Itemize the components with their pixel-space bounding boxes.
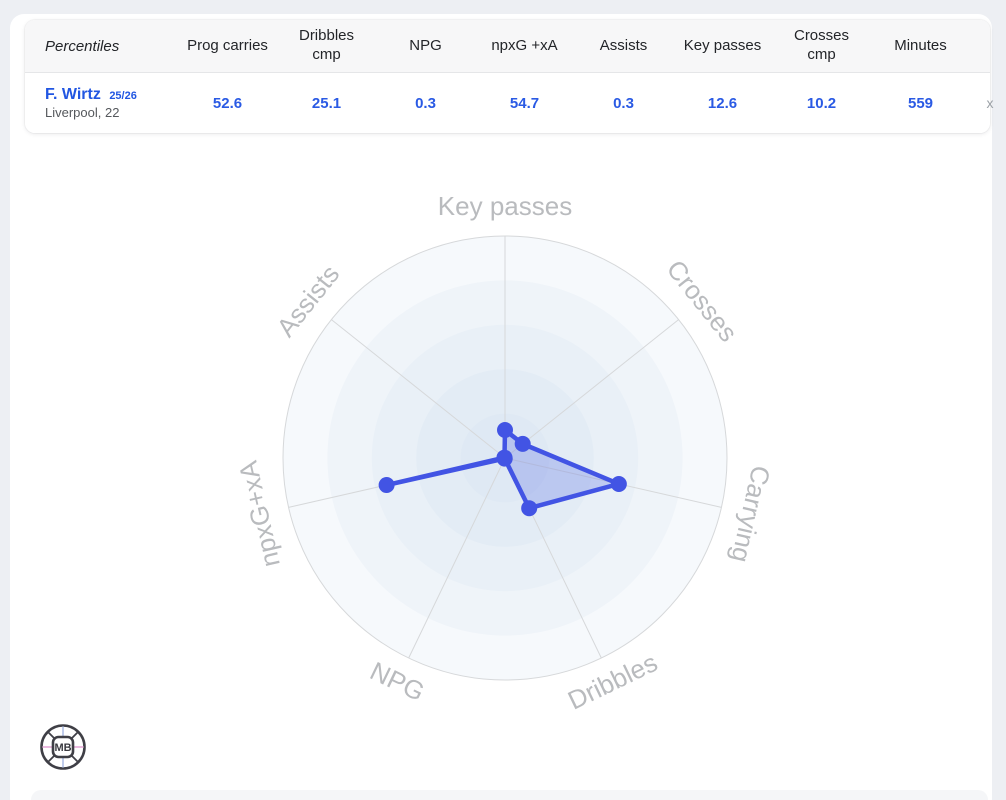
column-header: npxG +xA — [491, 36, 558, 54]
close-cell: x — [970, 92, 1006, 114]
column-header: Crosses cmp — [793, 27, 849, 63]
logo-square — [51, 735, 75, 759]
player-name-link[interactable]: F. Wirtz — [45, 85, 101, 103]
radar-spoke — [331, 319, 506, 459]
logo-diagonal — [47, 754, 56, 763]
stat-value: 52.6 — [212, 94, 243, 112]
player-season-label: 25/26 — [109, 89, 137, 102]
remove-player-button[interactable]: x — [986, 95, 994, 111]
radar-vertex-dot — [378, 477, 395, 494]
percentiles-table: Percentiles Prog carries Dribbles cmp NPG n… — [25, 20, 994, 133]
percentiles-header-label: Percentiles — [45, 37, 120, 55]
stat-value: 0.3 — [613, 94, 634, 112]
radar-vertex-dot — [514, 435, 531, 452]
stat-value: 54.7 — [509, 94, 540, 112]
logo-diagonal — [70, 731, 79, 740]
radar-spoke — [504, 319, 679, 459]
stat-value: 559 — [907, 94, 934, 112]
radar-series-polygon — [384, 427, 622, 511]
column-header: Key passes — [683, 36, 762, 54]
player-name-line: F. Wirtz 25/26 — [45, 86, 178, 104]
radar-vertex-dot — [496, 449, 513, 466]
stat-value: 25.1 — [311, 94, 342, 112]
player-cell[interactable]: F. Wirtz 25/26 Liverpool, 22 — [25, 86, 178, 121]
column-header: Minutes — [894, 36, 947, 54]
stat-value: 10.2 — [806, 94, 837, 112]
table-header-row: Percentiles Prog carries Dribbles cmp NPG n… — [25, 20, 990, 73]
column-header: Assists — [599, 36, 648, 54]
table-row: F. Wirtz 25/26 Liverpool, 22 52.6 25.1 0.3… — [25, 73, 994, 133]
mb-logo: MB — [40, 724, 86, 770]
logo-initials: MB — [54, 742, 71, 754]
logo-diagonal — [47, 731, 56, 740]
radar-spoke — [408, 457, 506, 659]
next-card-top-edge — [31, 790, 988, 800]
logo-diagonal — [70, 754, 79, 763]
column-header: NPG — [409, 36, 442, 54]
column-header: Prog carries — [187, 36, 268, 54]
column-header: Dribbles cmp — [298, 27, 355, 63]
radar-vertex-dot — [497, 422, 513, 439]
player-club-age: Liverpool, 22 — [45, 105, 120, 121]
radar-vertex-dot — [521, 500, 538, 517]
radar-axis-label: Key passes — [438, 191, 572, 221]
radar-vertex-dot — [610, 475, 627, 492]
stat-value: 12.6 — [707, 94, 738, 112]
radar-axis-label: Carrying — [725, 463, 776, 565]
stat-value: 0.3 — [415, 94, 436, 112]
radar-axis-label: npxG+xA — [232, 458, 285, 570]
